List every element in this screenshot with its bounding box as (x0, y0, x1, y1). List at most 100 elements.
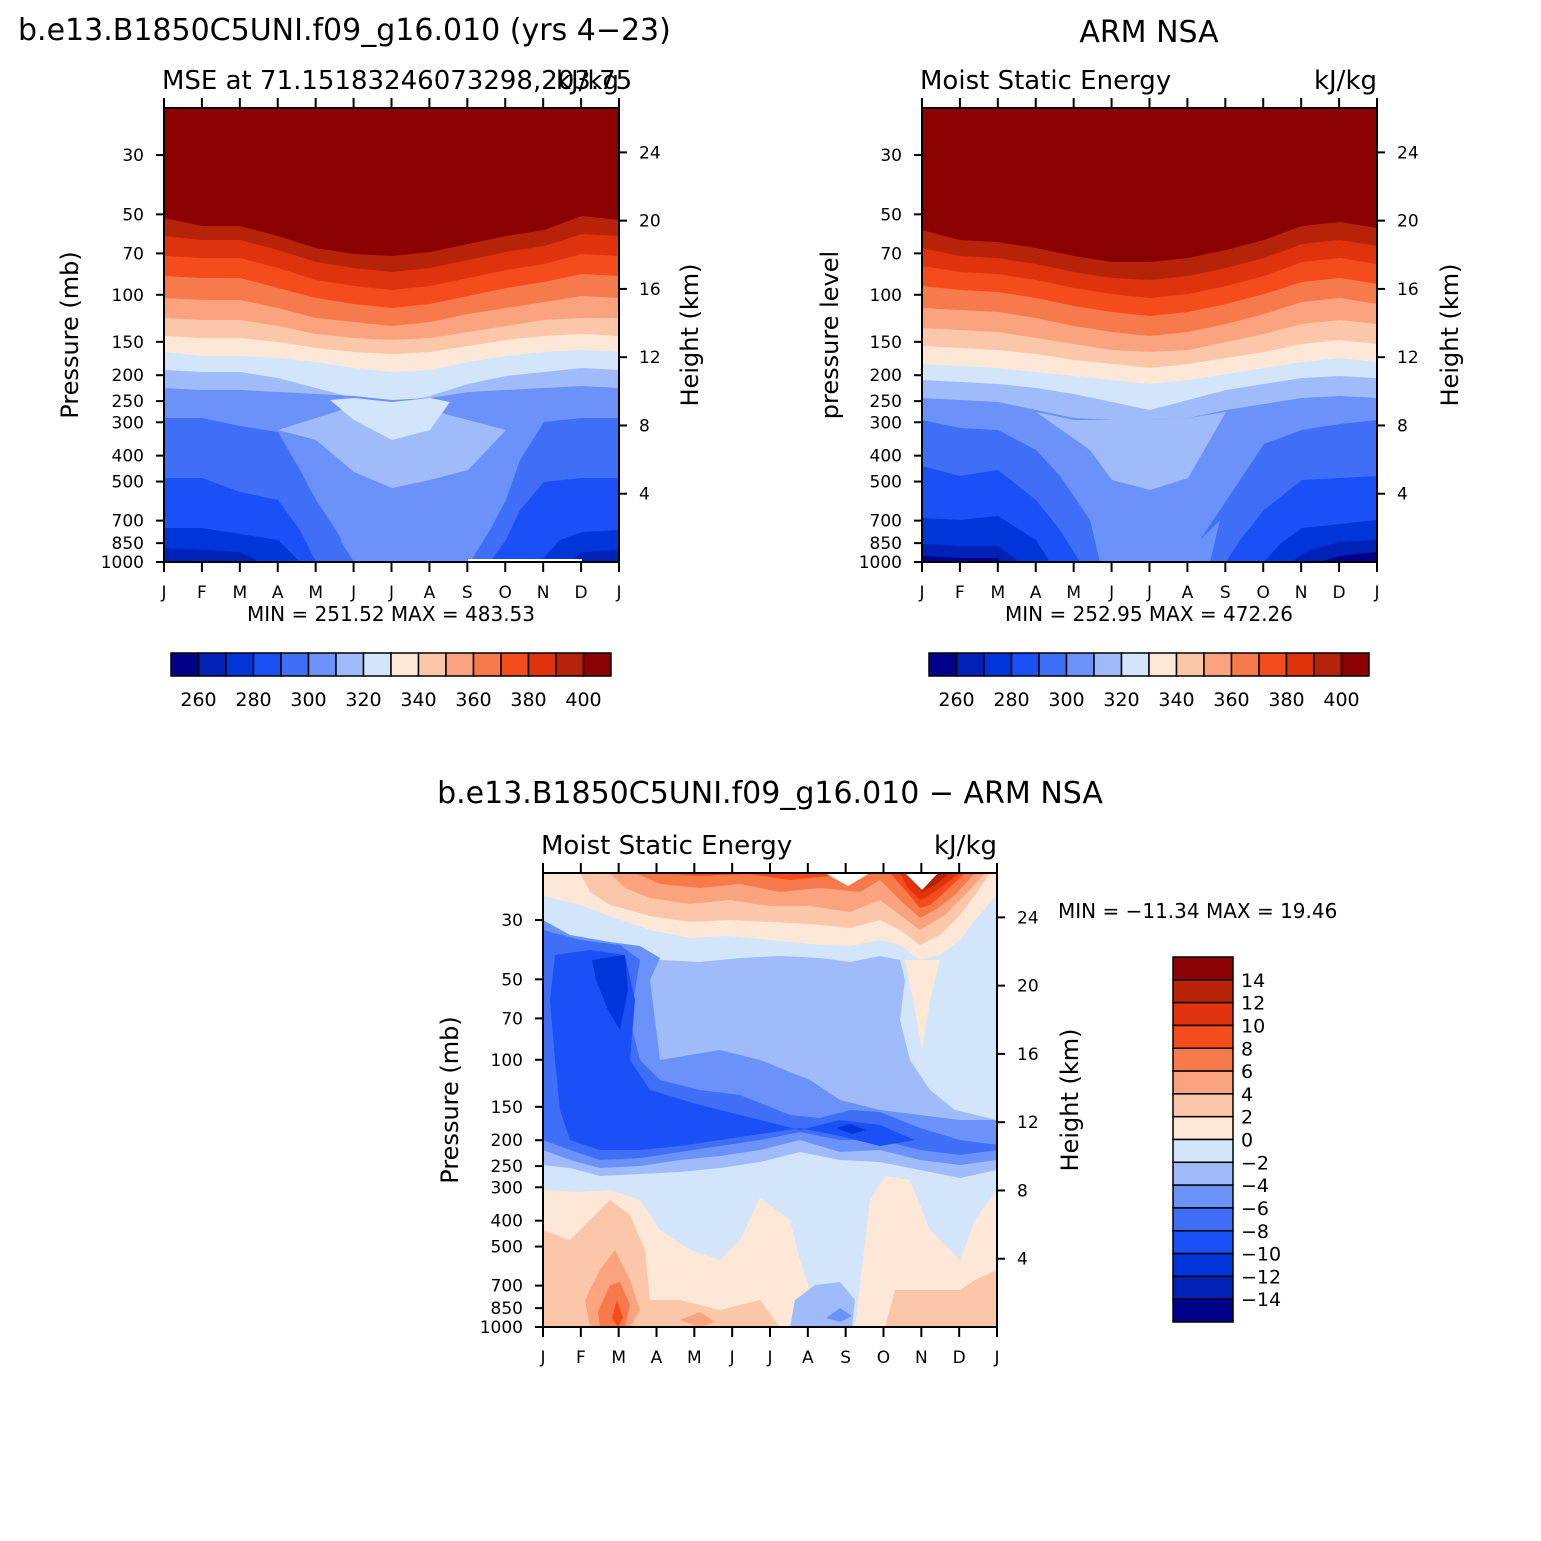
panel-model-subtitle: MSE at 71.15183246073298,203.75 (162, 66, 632, 96)
x-tick-label: M (1066, 583, 1081, 603)
colorbar-swatch (1340, 652, 1370, 677)
colorbar-swatch (1172, 1115, 1234, 1141)
colorbar-swatch (1313, 652, 1343, 677)
x-tick-label: J (1146, 583, 1152, 603)
x-tick-label: N (537, 583, 550, 603)
colorbar-label: 320 (345, 689, 381, 711)
y-tick-label: 500 (112, 473, 144, 493)
y2-tick-label: 4 (1397, 485, 1408, 505)
x-tick-label: J (729, 1348, 735, 1368)
panel-obs-contours (922, 108, 1377, 562)
x-tick-label: S (1220, 583, 1231, 603)
colorbar-label: 380 (1268, 689, 1304, 711)
colorbar-swatch (582, 652, 612, 677)
colorbar-swatch (335, 652, 365, 677)
colorbar-swatch (170, 652, 200, 677)
panel-model-ylabel-right: Height (km) (676, 264, 704, 407)
y-tick-label: 30 (880, 146, 902, 166)
y-tick-label: 200 (112, 366, 144, 386)
y-tick-label: 200 (491, 1131, 523, 1151)
colorbar-swatch (1172, 1252, 1234, 1278)
colorbar-swatch (252, 652, 282, 677)
colorbar-swatch (1148, 652, 1178, 677)
y-tick-label: 1000 (480, 1318, 523, 1338)
y-tick-label: 50 (880, 205, 902, 225)
y2-tick-label: 16 (639, 280, 661, 300)
x-tick-label: A (424, 583, 436, 603)
x-tick-label: A (802, 1348, 814, 1368)
colorbar-label: 360 (1213, 689, 1249, 711)
y-tick-label: 30 (501, 911, 523, 931)
y-tick-label: 300 (112, 413, 144, 433)
colorbar-swatch (1172, 1298, 1234, 1323)
y-tick-label: 250 (870, 392, 902, 412)
y-tick-label: 70 (880, 244, 902, 264)
colorbar-label: −10 (1241, 1244, 1281, 1266)
y-tick-label: 700 (870, 512, 902, 532)
colorbar-swatch (1172, 1024, 1234, 1049)
x-tick-label: S (840, 1348, 851, 1368)
y-tick-label: 400 (112, 447, 144, 467)
y2-tick-label: 24 (1397, 143, 1419, 163)
y2-tick-label: 8 (639, 416, 650, 436)
x-tick-label: D (953, 1348, 966, 1368)
y-tick-label: 500 (491, 1238, 523, 1258)
panel-model-ylabel: Pressure (mb) (56, 251, 84, 418)
colorbar-swatch (1065, 652, 1095, 677)
y-tick-label: 50 (122, 205, 144, 225)
y-tick-label: 70 (501, 1009, 523, 1029)
colorbar-label: 400 (565, 689, 601, 711)
colorbar-swatch (500, 652, 530, 677)
x-tick-label: J (350, 583, 356, 603)
panel-diff: b.e13.B1850C5UNI.f09_g16.010 − ARM NSA M… (436, 776, 1337, 1368)
y2-tick-label: 12 (1397, 348, 1419, 368)
colorbar-label: 360 (455, 689, 491, 711)
colorbar-label: −6 (1241, 1198, 1269, 1220)
colorbar-swatch (417, 652, 447, 677)
y-tick-label: 400 (870, 447, 902, 467)
y-tick-label: 250 (491, 1157, 523, 1177)
x-tick-label: J (993, 1348, 999, 1368)
colorbar-swatch (390, 652, 420, 677)
colorbar-label: 380 (510, 689, 546, 711)
colorbar-label: 10 (1241, 1015, 1265, 1037)
colorbar-swatch (1230, 652, 1260, 677)
x-tick-label: A (651, 1348, 663, 1368)
colorbar-label: 400 (1323, 689, 1359, 711)
colorbar-swatch (197, 652, 227, 677)
colorbar-swatch (280, 652, 310, 677)
colorbar-label: 280 (993, 689, 1029, 711)
x-tick-label: M (687, 1348, 702, 1368)
x-tick-label: A (1182, 583, 1194, 603)
x-tick-label: J (539, 1348, 545, 1368)
panel-obs-minmax: MIN = 252.95 MAX = 472.26 (1005, 602, 1293, 626)
y-tick-label: 100 (870, 286, 902, 306)
colorbar-swatch (1120, 652, 1150, 677)
colorbar-label: −8 (1241, 1221, 1269, 1243)
y2-tick-label: 4 (639, 485, 650, 505)
x-tick-label: A (1030, 583, 1042, 603)
colorbar-swatch (307, 652, 337, 677)
x-tick-label: D (1333, 583, 1346, 603)
x-tick-label: J (766, 1348, 772, 1368)
colorbar-swatch (225, 652, 255, 677)
colorbar-swatch (1172, 1207, 1234, 1232)
colorbar-swatch (1172, 1001, 1234, 1027)
colorbar-label: 0 (1241, 1130, 1253, 1152)
x-tick-label: O (1257, 583, 1270, 603)
x-tick-label: J (160, 583, 166, 603)
x-tick-label: N (915, 1348, 928, 1368)
x-tick-label: M (232, 583, 247, 603)
y-tick-label: 50 (501, 970, 523, 990)
y-tick-label: 100 (112, 286, 144, 306)
y-tick-label: 1000 (859, 553, 902, 573)
colorbar-label: 340 (400, 689, 436, 711)
y2-tick-label: 20 (1397, 212, 1419, 232)
colorbar-swatch (527, 652, 557, 677)
colorbar-swatch (1038, 652, 1068, 677)
x-tick-label: O (877, 1348, 890, 1368)
y2-tick-label: 12 (639, 348, 661, 368)
y-tick-label: 150 (870, 333, 902, 353)
colorbar-label: 6 (1241, 1061, 1253, 1083)
